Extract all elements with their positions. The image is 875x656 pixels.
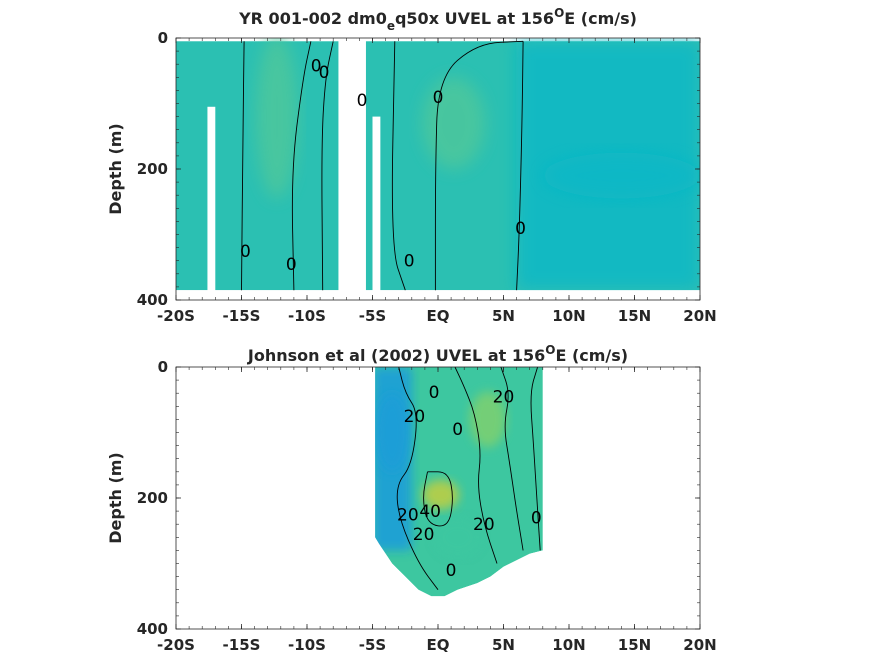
contour-line bbox=[530, 367, 541, 551]
x-tick-label: -15S bbox=[223, 307, 261, 325]
chart-bottom-ylabel: Depth (m) bbox=[106, 452, 125, 544]
contour-line bbox=[396, 367, 439, 590]
chart-bottom-contours bbox=[396, 367, 541, 590]
field-feature bbox=[422, 77, 486, 169]
contour-line bbox=[321, 41, 334, 291]
field-clipped bbox=[375, 367, 543, 597]
x-tick-label: -5S bbox=[359, 636, 386, 654]
contour-line bbox=[241, 41, 245, 291]
chart-top-ylabel: Depth (m) bbox=[106, 123, 125, 215]
contour-line bbox=[454, 367, 498, 564]
chart-top-contours bbox=[241, 40, 524, 291]
x-tick-label: 15N bbox=[618, 307, 651, 325]
field-feature bbox=[255, 38, 298, 199]
contour-label: 0 bbox=[286, 255, 297, 275]
contour-label: 20 bbox=[404, 407, 426, 427]
field-feature bbox=[469, 391, 507, 448]
y-tick-label: 0 bbox=[158, 358, 168, 376]
x-tick-label: 20N bbox=[683, 307, 716, 325]
chart-top-field bbox=[176, 38, 700, 291]
missing-data-column bbox=[338, 38, 366, 300]
field-feature bbox=[422, 479, 459, 510]
missing-data-column bbox=[372, 116, 381, 300]
contour-line bbox=[434, 40, 524, 291]
y-tick-label: 200 bbox=[137, 160, 168, 178]
contour-label: 20 bbox=[397, 505, 419, 525]
y-tick-label: 400 bbox=[137, 620, 168, 638]
y-tick-label: 400 bbox=[137, 291, 168, 309]
chart-bottom-title: Johnson et al (2002) UVEL at 156OE (cm/s… bbox=[247, 343, 628, 365]
chart-top-axes: -20S -15S -10S -5S EQ 5N 10N 15N 20N 0 200 400 bbox=[137, 29, 717, 325]
contour-line bbox=[500, 367, 524, 551]
contour-label: 0 bbox=[240, 242, 251, 262]
contour-line bbox=[423, 471, 453, 527]
chart-bottom: Johnson et al (2002) UVEL at 156OE (cm/s… bbox=[106, 343, 717, 654]
field-feature bbox=[542, 152, 700, 199]
chart-top-contour-labels: 000 000 00 bbox=[240, 57, 526, 275]
x-tick-label: -10S bbox=[288, 636, 326, 654]
contour-label: 20 bbox=[413, 525, 435, 545]
x-tick-label: 20N bbox=[683, 636, 716, 654]
x-tick-label: -5S bbox=[359, 307, 386, 325]
chart-bottom-field bbox=[375, 367, 543, 597]
y-tick-label: 0 bbox=[158, 29, 168, 47]
chart-top: YR 001-002 dm0eq50x UVEL at 156OE (cm/s)… bbox=[106, 6, 717, 325]
contour-line bbox=[291, 41, 312, 291]
x-tick-label: -20S bbox=[157, 307, 195, 325]
contour-label: 0 bbox=[531, 509, 542, 529]
chart-top-plot-area: 000 000 00 bbox=[176, 38, 700, 300]
missing-data-column bbox=[207, 106, 216, 300]
contour-label: 0 bbox=[319, 63, 330, 83]
contour-label: 0 bbox=[515, 219, 526, 239]
x-tick-label: -15S bbox=[223, 636, 261, 654]
contour-label: 0 bbox=[404, 252, 415, 272]
y-tick-label: 200 bbox=[137, 489, 168, 507]
field-feature bbox=[434, 517, 482, 557]
x-tick-label: -10S bbox=[288, 307, 326, 325]
contour-line bbox=[516, 41, 524, 291]
contour-label: 0 bbox=[311, 57, 322, 77]
x-tick-label: -20S bbox=[157, 636, 195, 654]
contour-label: 0 bbox=[433, 88, 444, 108]
chart-top-title: YR 001-002 dm0eq50x UVEL at 156OE (cm/s) bbox=[238, 6, 637, 33]
contour-label: 40 bbox=[419, 502, 441, 522]
contour-label: 0 bbox=[446, 561, 457, 581]
contour-label: 20 bbox=[473, 515, 495, 535]
x-tick-label: 15N bbox=[618, 636, 651, 654]
contour-line bbox=[391, 41, 406, 291]
contour-label: 20 bbox=[493, 387, 515, 407]
field-feature bbox=[375, 393, 410, 472]
x-tick-label: EQ bbox=[427, 307, 450, 325]
x-tick-label: 5N bbox=[492, 636, 515, 654]
x-tick-label: 10N bbox=[552, 307, 585, 325]
x-tick-label: 5N bbox=[492, 307, 515, 325]
contour-label: 0 bbox=[429, 383, 440, 403]
x-tick-label: 10N bbox=[552, 636, 585, 654]
contour-label: 0 bbox=[452, 420, 463, 440]
x-tick-label: EQ bbox=[427, 636, 450, 654]
contour-label: 0 bbox=[357, 91, 368, 111]
